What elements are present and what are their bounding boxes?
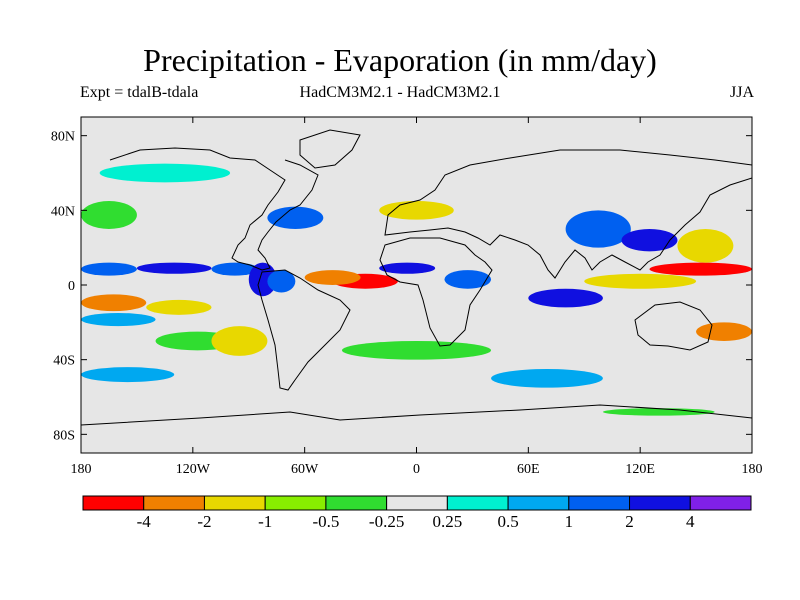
x-tick-label: 120W xyxy=(176,462,211,477)
x-tick-label: 180 xyxy=(71,462,92,477)
australia-coastline xyxy=(634,301,713,351)
pe-region-24 xyxy=(491,369,603,388)
colorbar-swatch xyxy=(143,495,205,511)
colorbar-swatch xyxy=(568,495,631,511)
pe-region-18 xyxy=(584,273,697,289)
north-america-coastline xyxy=(109,147,319,271)
colorbar-swatch xyxy=(446,495,509,511)
y-tick-label: 80N xyxy=(51,130,75,145)
colorbar-swatch xyxy=(629,495,691,511)
pe-region-8 xyxy=(444,270,492,289)
colorbar-swatch xyxy=(203,495,266,511)
pe-region-26 xyxy=(602,408,715,416)
pe-region-25 xyxy=(81,367,175,383)
eurasia-coastline xyxy=(384,149,752,279)
x-tick-label: 60E xyxy=(517,462,540,477)
pe-region-17 xyxy=(677,229,734,263)
colorbar-label: 2 xyxy=(625,512,634,531)
colorbar-swatch xyxy=(325,495,388,511)
colorbar-swatch xyxy=(507,495,570,511)
colorbar-label: 1 xyxy=(565,512,574,531)
pe-region-4 xyxy=(267,270,296,293)
colorbar-label: 4 xyxy=(686,512,695,531)
greenland-coastline xyxy=(299,129,361,169)
chart-title: Precipitation - Evaporation (in mm/day) xyxy=(143,42,657,78)
pe-region-12 xyxy=(211,326,268,356)
pe-region-1 xyxy=(136,262,212,274)
season-label: JJA xyxy=(729,84,754,101)
pe-region-27 xyxy=(379,201,454,220)
pe-region-15 xyxy=(621,229,678,252)
pe-region-16 xyxy=(649,262,752,276)
colorbar-swatch xyxy=(386,495,448,511)
pe-region-28 xyxy=(696,322,752,341)
colorbar-swatch xyxy=(82,495,145,511)
y-tick-label: 40N xyxy=(51,204,75,219)
pe-region-10 xyxy=(146,299,212,315)
colorbar-label: -4 xyxy=(137,512,152,531)
pe-region-23 xyxy=(341,341,492,360)
pe-region-14 xyxy=(565,210,631,248)
pe-region-2 xyxy=(211,262,259,276)
africa-coastline xyxy=(379,237,493,347)
south-america-coastline xyxy=(257,269,351,391)
y-tick-label: 80S xyxy=(53,428,75,443)
pe-region-0 xyxy=(81,262,137,276)
experiment-label: Expt = tdalB-tdala xyxy=(80,84,199,101)
pe-region-20 xyxy=(81,201,137,229)
pe-region-22 xyxy=(99,163,231,183)
x-tick-label: 120E xyxy=(625,462,655,477)
pe-region-19 xyxy=(528,288,603,308)
model-label: HadCM3M2.1 - HadCM3M2.1 xyxy=(299,84,501,101)
colorbar-label: 0.25 xyxy=(432,512,462,531)
y-tick-label: 40S xyxy=(53,354,75,369)
colorbar-label: -2 xyxy=(197,512,211,531)
x-tick-label: 0 xyxy=(413,462,420,477)
pe-region-21 xyxy=(267,206,324,229)
colorbar-swatch xyxy=(689,495,752,511)
antarctica-coastline xyxy=(81,404,752,426)
x-tick-label: 60W xyxy=(291,462,319,477)
colorbar-label: -0.5 xyxy=(312,512,339,531)
colorbar-label: -0.25 xyxy=(369,512,404,531)
coastlines xyxy=(81,129,752,426)
colorbar-label: 0.5 xyxy=(497,512,518,531)
pe-region-9 xyxy=(81,294,147,312)
x-tick-label: 180 xyxy=(742,462,763,477)
colorbar-swatch xyxy=(264,495,327,511)
pe-region-6 xyxy=(304,270,361,285)
pe-region-13 xyxy=(81,313,156,327)
y-tick-label: 0 xyxy=(68,279,75,294)
pe-region-7 xyxy=(379,262,436,274)
colorbar-label: -1 xyxy=(258,512,272,531)
